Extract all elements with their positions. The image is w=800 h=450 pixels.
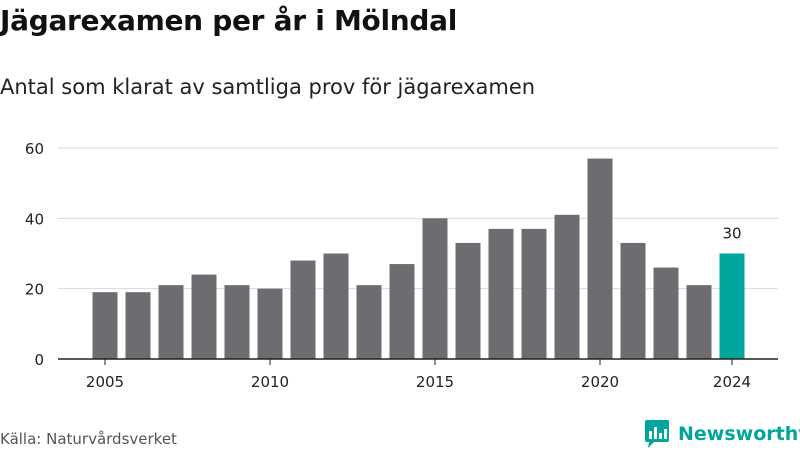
bar-chart: 0 20 40 60 30 2005 2010 2015 2020 2024: [25, 140, 778, 391]
y-tick-label: 40: [25, 210, 44, 228]
y-tick-label: 0: [34, 351, 44, 369]
chart-title: Jägarexamen per år i Mölndal: [0, 4, 458, 37]
bar: [191, 274, 217, 359]
bar: [125, 292, 151, 359]
x-tick-label: 2024: [713, 373, 751, 391]
x-tick-label: 2005: [86, 373, 124, 391]
bar: [455, 242, 481, 359]
y-tick-label: 60: [25, 140, 44, 158]
bar: [356, 285, 382, 359]
bar: [686, 285, 712, 359]
brand-name: Newsworthy: [678, 423, 800, 445]
bar: [587, 158, 613, 359]
bar: [389, 264, 415, 359]
bar: [554, 214, 580, 359]
x-tick-label: 2015: [416, 373, 454, 391]
bar: [488, 228, 514, 359]
bar-highlight: [719, 253, 745, 359]
bar: [323, 253, 349, 359]
data-label: 30: [722, 225, 741, 243]
chart-subtitle: Antal som klarat av samtliga prov för jä…: [0, 75, 536, 99]
bar: [158, 285, 184, 359]
x-tick-label: 2010: [251, 373, 289, 391]
y-tick-label: 20: [25, 281, 44, 299]
source-note: Källa: Naturvårdsverket: [0, 430, 177, 448]
bar: [224, 285, 250, 359]
x-tick-label: 2020: [581, 373, 619, 391]
bar: [521, 228, 547, 359]
bar: [290, 260, 316, 359]
bar: [257, 288, 283, 359]
bar: [653, 267, 679, 359]
newsworthy-logo-icon: [645, 420, 669, 448]
bar: [92, 292, 118, 359]
bar: [422, 218, 448, 359]
bar: [620, 242, 646, 359]
brand-logo: Newsworthy: [644, 418, 800, 450]
